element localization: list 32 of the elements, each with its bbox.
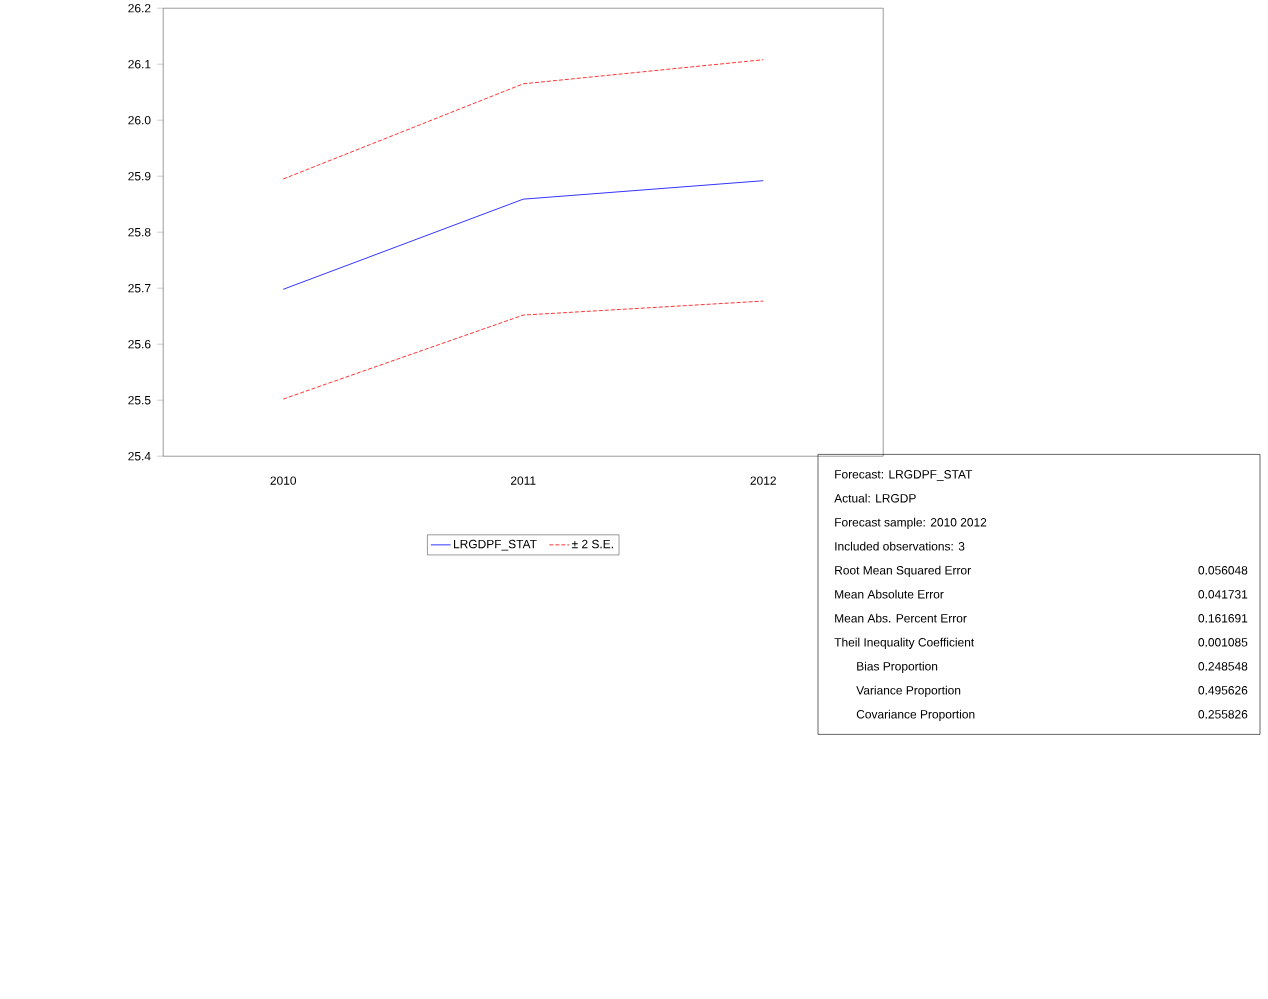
text: Root Mean Squared Error [835, 565, 971, 577]
y-tick-label: 25.8 [128, 227, 151, 237]
x-tick-label: 2012 [750, 476, 776, 485]
y-tick-label: 26.2 [128, 3, 151, 13]
y-tick-label: 25.4 [128, 451, 151, 461]
text: 0.041731 [1198, 589, 1248, 599]
text: 0.495626 [1198, 685, 1248, 695]
y-tick-label: 26.0 [128, 115, 151, 125]
text: Bias Proportion [857, 661, 938, 673]
x-tick-label: 2010 [270, 476, 297, 485]
legend-label: ± 2 S.E. [571, 539, 613, 549]
text: Theil Inequality Coefficient [834, 637, 975, 649]
legend-label: LRGDPF_STAT [454, 539, 537, 551]
y-tick-label: 26.1 [128, 59, 151, 69]
text: Covariance Proportion [856, 709, 975, 721]
text: Variance Proportion [856, 685, 961, 697]
text: Mean Absolute Error [835, 589, 944, 599]
text: Forecast: LRGDPF_STAT [835, 469, 973, 481]
text: 0.056048 [1198, 565, 1248, 575]
text: 0.255826 [1198, 709, 1248, 719]
x-tick-label: 2011 [510, 476, 536, 485]
text: Forecast sample: 2010 2012 [835, 517, 987, 529]
y-tick-label: 25.5 [128, 395, 151, 405]
text: 0.161691 [1198, 613, 1248, 623]
text: Included observations: 3 [835, 541, 965, 551]
y-tick-label: 25.6 [128, 339, 151, 349]
text: Actual: LRGDP [834, 493, 916, 503]
text: 0.248548 [1198, 661, 1248, 671]
text: Mean Abs. Percent Error [835, 613, 967, 623]
y-tick-label: 25.9 [128, 171, 151, 181]
text: 0.001085 [1198, 637, 1248, 647]
y-tick-label: 25.7 [128, 283, 151, 293]
